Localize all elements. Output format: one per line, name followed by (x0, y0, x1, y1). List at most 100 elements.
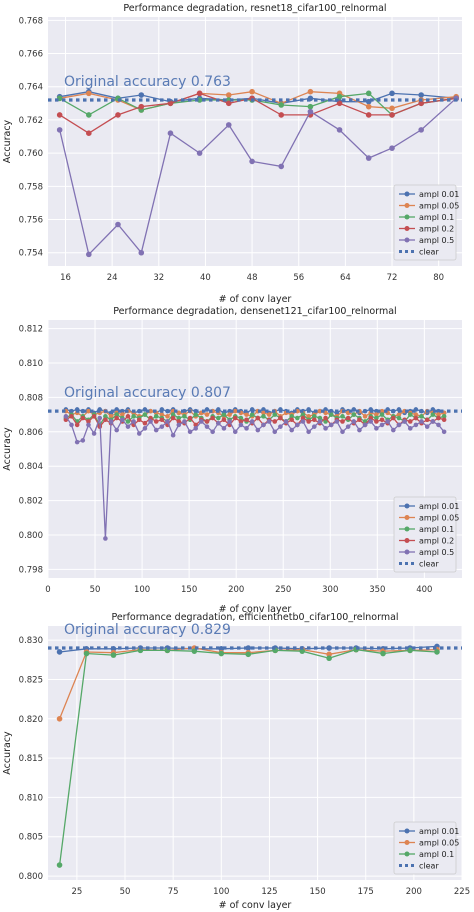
data-point (307, 103, 314, 110)
data-point (389, 145, 395, 151)
legend-swatch-marker (404, 226, 410, 231)
data-point (221, 426, 227, 431)
data-point (424, 417, 430, 423)
data-point (295, 422, 300, 428)
data-point (83, 650, 90, 657)
x-tick-label: 25 (71, 887, 82, 897)
data-point (114, 427, 119, 433)
data-point (419, 414, 424, 419)
y-tick-label: 0.812 (19, 325, 43, 335)
legend-entry-label: ampl 0.01 (419, 190, 459, 199)
data-layer (48, 643, 462, 868)
data-point (159, 424, 165, 429)
legend-entry-label: clear (419, 248, 439, 257)
data-point (402, 419, 407, 424)
data-point (389, 105, 395, 112)
data-point (326, 655, 332, 662)
y-tick-label: 0.800 (19, 531, 43, 541)
y-tick-label: 0.808 (19, 393, 43, 403)
data-point (407, 419, 413, 424)
data-point (238, 415, 244, 421)
data-point (362, 414, 368, 419)
data-point (56, 112, 63, 118)
data-point (379, 422, 385, 428)
legend-entry-label: ampl 0.5 (419, 548, 454, 557)
data-point (86, 408, 91, 414)
data-point (153, 419, 159, 424)
legend-entry-label: ampl 0.05 (419, 514, 459, 523)
data-point (114, 415, 119, 421)
data-point (396, 415, 402, 421)
x-tick-label: 225 (454, 887, 470, 897)
data-point (379, 417, 385, 423)
data-point (424, 424, 430, 429)
data-point (170, 415, 176, 421)
data-point (306, 414, 311, 419)
x-tick-label: 16 (60, 273, 71, 283)
y-tick-label: 0.760 (19, 149, 43, 159)
data-point (187, 429, 193, 435)
data-point (368, 415, 374, 421)
legend-entry-label: ampl 0.05 (419, 202, 459, 211)
data-point (56, 649, 63, 655)
x-tick-label: 250 (275, 585, 291, 595)
data-point (221, 412, 227, 417)
data-point (351, 407, 357, 412)
x-tick-label: 400 (416, 585, 432, 595)
data-point (396, 422, 402, 428)
data-point (165, 414, 170, 419)
data-point (136, 417, 142, 423)
original-accuracy-annotation: Original accuracy 0.763 (64, 74, 231, 90)
data-point (441, 414, 447, 419)
data-point (418, 92, 424, 98)
y-tick-label: 0.756 (19, 216, 43, 226)
x-tick-label: 150 (309, 887, 325, 897)
y-tick-label: 0.820 (19, 715, 43, 725)
legend-entry-label: ampl 0.05 (419, 839, 459, 848)
data-point (80, 415, 86, 421)
data-point (167, 100, 174, 107)
data-point (306, 419, 311, 424)
data-point (311, 417, 317, 423)
x-tick-label: 125 (261, 887, 277, 897)
data-point (115, 112, 121, 118)
y-tick-label: 0.815 (19, 754, 43, 764)
data-point (249, 158, 255, 165)
data-point (379, 408, 385, 414)
data-point (389, 90, 395, 97)
data-point (86, 90, 92, 97)
data-point (396, 412, 402, 417)
y-tick-label: 0.810 (19, 793, 43, 803)
data-point (249, 88, 255, 95)
y-axis-label: Accuracy (2, 427, 13, 471)
data-point (413, 422, 419, 428)
legend-swatch-marker (404, 191, 410, 197)
data-point (391, 415, 396, 421)
data-point (374, 412, 379, 417)
data-point (249, 412, 255, 417)
legend-swatch-marker (404, 526, 410, 532)
data-point (244, 417, 249, 423)
data-point (434, 649, 440, 655)
data-point (80, 438, 86, 443)
x-axis-label: # of conv layer (219, 294, 292, 305)
x-tick-label: 40 (200, 273, 211, 283)
legend-entry-label: clear (419, 560, 439, 569)
data-point (272, 429, 278, 435)
data-point (389, 112, 395, 118)
data-point (182, 414, 187, 419)
data-point (159, 417, 165, 423)
data-point (216, 415, 221, 421)
legend: ampl 0.01 ampl 0.05 ampl 0.1 ampl 0.2 ampl 0… (393, 496, 459, 573)
data-point (436, 408, 441, 414)
data-point (278, 415, 283, 421)
x-tick-label: 56 (293, 273, 304, 283)
data-point (69, 422, 74, 428)
data-point (56, 862, 63, 868)
data-point (176, 422, 182, 428)
legend-entry-label: ampl 0.2 (419, 225, 454, 234)
legend-entry-label: ampl 0.1 (419, 213, 454, 222)
data-point (317, 415, 323, 421)
data-point (340, 414, 345, 419)
